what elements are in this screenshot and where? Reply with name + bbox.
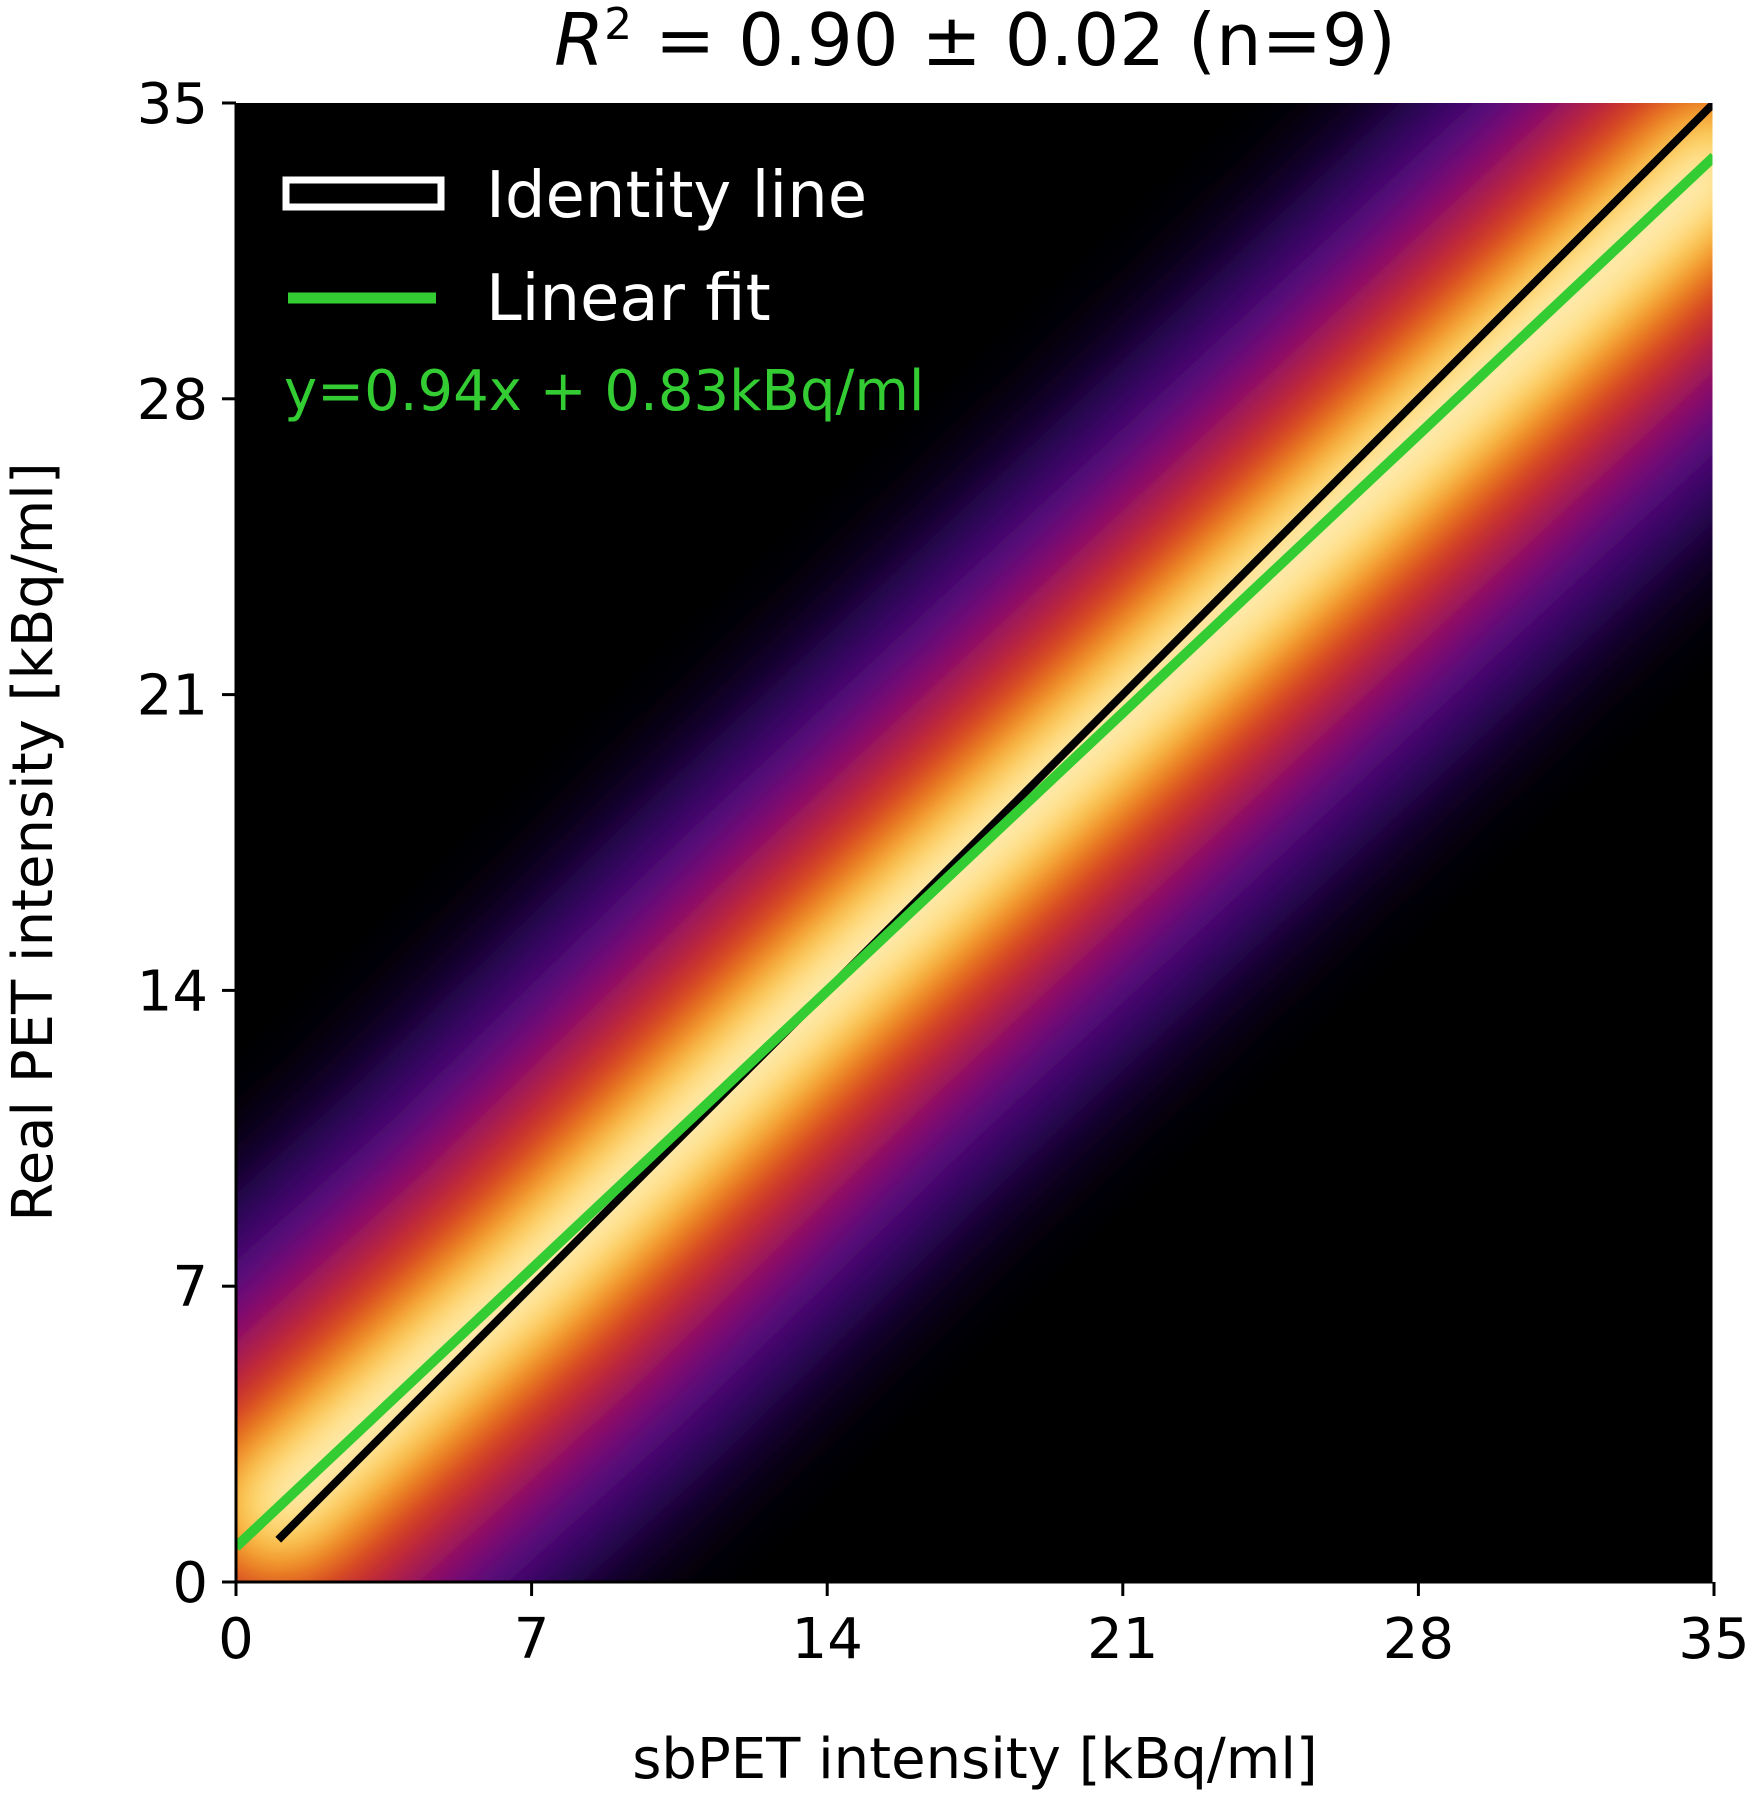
y-tick-label: 35 [137, 72, 208, 137]
y-tick-label: 7 [172, 1255, 208, 1320]
y-tick-label: 21 [137, 664, 208, 729]
series-line-fit [236, 153, 1714, 1551]
x-tick-label: 35 [1678, 1607, 1749, 1672]
x-tick-label: 7 [514, 1607, 550, 1672]
ticks: 0 7 14 21 28 35 0 7 14 21 28 35 [137, 72, 1750, 1672]
x-tick-label: 14 [792, 1607, 863, 1672]
legend-label-identity: Identity line [486, 159, 867, 233]
legend: Identity line Linear fit y=0.94x + 0.83k… [282, 159, 924, 424]
y-tick-label: 0 [172, 1551, 208, 1616]
series-layer [236, 103, 1714, 1551]
title-rest: = 0.90 ± 0.02 (n=9) [632, 0, 1396, 82]
y-axis-label: Real PET intensity [kBq/ml] [1, 462, 66, 1221]
axes [234, 103, 1716, 1584]
x-tick-label: 0 [218, 1607, 254, 1672]
title-r-exponent: 2 [604, 0, 632, 50]
series-line-identity [275, 103, 1714, 1543]
x-axis-label: sbPET intensity [kBq/ml] [632, 1727, 1318, 1792]
legend-swatch-identity [282, 176, 445, 211]
chart-title: R2 = 0.90 ± 0.02 (n=9) [554, 0, 1396, 82]
legend-label-fit: Linear fit [486, 262, 771, 336]
y-tick-label: 28 [137, 368, 208, 433]
x-tick-label: 21 [1087, 1607, 1158, 1672]
fit-equation-annotation: y=0.94x + 0.83kBq/ml [284, 359, 924, 424]
title-r-symbol: R [554, 0, 604, 82]
y-tick-label: 14 [137, 959, 208, 1024]
x-tick-label: 28 [1383, 1607, 1454, 1672]
